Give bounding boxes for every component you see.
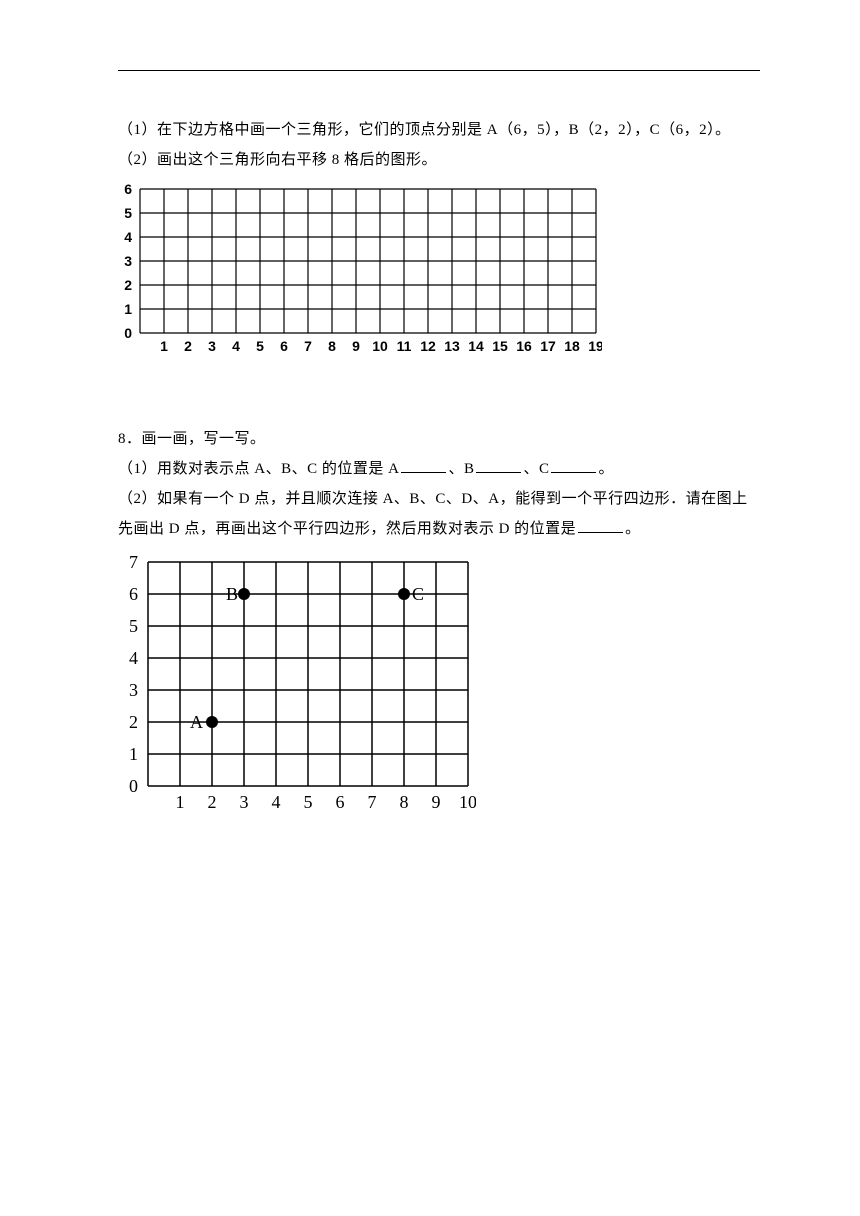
svg-text:1: 1 (129, 744, 138, 764)
svg-text:3: 3 (129, 680, 138, 700)
svg-text:3: 3 (124, 253, 132, 269)
q7-line2: （2）画出这个三角形向右平移 8 格后的图形。 (118, 145, 760, 175)
svg-text:13: 13 (444, 338, 460, 354)
page-header-rule (118, 70, 760, 71)
svg-text:5: 5 (124, 205, 132, 221)
q8-line1-d: 。 (598, 461, 614, 477)
svg-text:A: A (190, 712, 203, 732)
svg-text:8: 8 (400, 792, 409, 812)
q8-section: 8．画一画，写一写。 （1）用数对表示点 A、B、C 的位置是 A 、B 、C 。 （… (118, 424, 760, 544)
page-content: （1）在下边方格中画一个三角形，它们的顶点分别是 A（6，5），B（2，2），C… (118, 70, 760, 821)
grid2-container: 0 1 2 3 4 5 6 7 1 2 3 4 5 6 7 8 9 10 A B C (114, 554, 760, 821)
svg-text:9: 9 (432, 792, 441, 812)
svg-text:4: 4 (232, 338, 240, 354)
blank-b (476, 458, 521, 473)
svg-text:1: 1 (176, 792, 185, 812)
svg-text:4: 4 (129, 648, 138, 668)
svg-text:10: 10 (372, 338, 388, 354)
q8-line3: 先画出 D 点，再画出这个平行四边形，然后用数对表示 D 的位置是 。 (118, 514, 760, 544)
q7-line1: （1）在下边方格中画一个三角形，它们的顶点分别是 A（6，5），B（2，2），C… (118, 115, 760, 145)
q8-header: 8．画一画，写一写。 (118, 424, 760, 454)
q8-line1-a: （1）用数对表示点 A、B、C 的位置是 A (118, 461, 399, 477)
svg-text:7: 7 (368, 792, 377, 812)
svg-text:2: 2 (184, 338, 192, 354)
svg-text:5: 5 (256, 338, 264, 354)
svg-text:C: C (412, 584, 424, 604)
svg-text:17: 17 (540, 338, 556, 354)
svg-text:9: 9 (352, 338, 360, 354)
svg-text:6: 6 (129, 584, 138, 604)
q8-line3-b: 。 (625, 521, 641, 537)
svg-text:0: 0 (124, 325, 132, 341)
svg-text:1: 1 (124, 301, 132, 317)
svg-text:8: 8 (328, 338, 336, 354)
svg-text:15: 15 (492, 338, 508, 354)
q8-line1-b: 、B (448, 461, 474, 477)
svg-text:10: 10 (459, 792, 476, 812)
svg-text:2: 2 (124, 277, 132, 293)
svg-text:18: 18 (564, 338, 580, 354)
svg-text:14: 14 (468, 338, 484, 354)
svg-text:3: 3 (208, 338, 216, 354)
svg-text:3: 3 (240, 792, 249, 812)
svg-text:11: 11 (397, 338, 412, 354)
q8-line1: （1）用数对表示点 A、B、C 的位置是 A 、B 、C 。 (118, 454, 760, 484)
q8-line3-a: 先画出 D 点，再画出这个平行四边形，然后用数对表示 D 的位置是 (118, 521, 576, 537)
svg-text:4: 4 (272, 792, 281, 812)
blank-d (578, 518, 623, 533)
svg-text:1: 1 (160, 338, 168, 354)
svg-text:6: 6 (280, 338, 288, 354)
svg-text:0: 0 (129, 776, 138, 796)
grid1-chart: 012345612345678910111213141516171819 (110, 183, 602, 359)
grid2-chart: 0 1 2 3 4 5 6 7 1 2 3 4 5 6 7 8 9 10 A B C (114, 554, 476, 816)
svg-text:6: 6 (124, 183, 132, 197)
svg-text:16: 16 (516, 338, 532, 354)
grid1-container: 012345612345678910111213141516171819 (110, 183, 760, 364)
blank-c (551, 458, 596, 473)
svg-text:5: 5 (129, 616, 138, 636)
svg-text:B: B (226, 584, 238, 604)
svg-text:2: 2 (129, 712, 138, 732)
svg-text:5: 5 (304, 792, 313, 812)
svg-text:7: 7 (304, 338, 312, 354)
svg-text:6: 6 (336, 792, 345, 812)
svg-text:4: 4 (124, 229, 132, 245)
svg-text:2: 2 (208, 792, 217, 812)
q8-line1-c: 、C (523, 461, 549, 477)
svg-text:19: 19 (588, 338, 602, 354)
svg-text:12: 12 (420, 338, 436, 354)
blank-a (401, 458, 446, 473)
q8-line2: （2）如果有一个 D 点，并且顺次连接 A、B、C、D、A，能得到一个平行四边形… (118, 484, 760, 514)
svg-text:7: 7 (129, 554, 138, 572)
